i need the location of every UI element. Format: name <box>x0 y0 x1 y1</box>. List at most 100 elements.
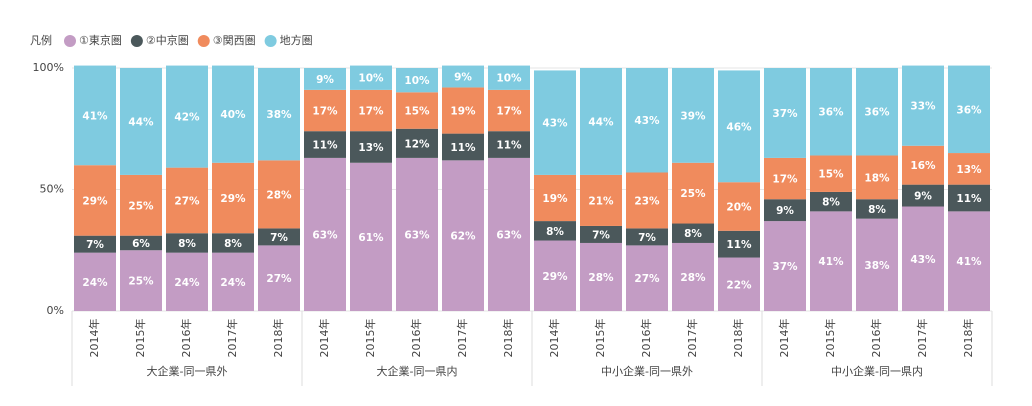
bar-segment <box>442 65 484 88</box>
bar-segment <box>120 174 162 236</box>
bar-segment <box>166 252 208 311</box>
bar-segment <box>304 89 346 132</box>
value-label: 10% <box>404 75 430 87</box>
value-label: 19% <box>542 193 568 205</box>
bar-segment <box>902 145 944 185</box>
bar-segment <box>902 65 944 146</box>
value-label: 41% <box>956 256 982 268</box>
value-label: 9% <box>316 74 334 86</box>
bar-segment <box>534 240 576 311</box>
bar-segment <box>672 223 714 243</box>
bar-segment <box>856 155 898 200</box>
bar-segment <box>718 70 760 183</box>
bar-segment <box>74 252 116 311</box>
bar-segment <box>74 65 116 166</box>
value-label: 41% <box>82 110 108 122</box>
value-label: 20% <box>726 202 752 214</box>
bar-segment <box>120 235 162 251</box>
value-label: 8% <box>684 228 702 240</box>
bar-segment <box>442 133 484 161</box>
bar-segment <box>442 160 484 311</box>
x-tick-label: 2018年 <box>731 319 745 358</box>
value-label: 25% <box>128 200 154 212</box>
value-label: 63% <box>312 229 338 241</box>
x-tick-label: 2017年 <box>455 319 469 358</box>
value-label: 63% <box>404 229 430 241</box>
y-tick-label: 0% <box>47 304 64 317</box>
bar-segment <box>166 233 208 253</box>
value-label: 44% <box>588 116 614 128</box>
value-label: 25% <box>680 188 706 200</box>
value-label: 46% <box>726 121 752 133</box>
bar-segment <box>764 68 806 158</box>
value-label: 43% <box>542 118 568 130</box>
value-label: 28% <box>680 272 706 284</box>
bar-segment <box>396 157 438 311</box>
bar-segment <box>718 182 760 231</box>
value-label: 15% <box>818 169 844 181</box>
bar-segment <box>166 167 208 234</box>
bar-segment <box>350 131 392 163</box>
value-label: 19% <box>450 106 476 118</box>
bar-segment <box>212 162 254 234</box>
value-label: 10% <box>358 73 384 85</box>
value-label: 24% <box>174 277 200 289</box>
x-tick-label: 2017年 <box>915 319 929 358</box>
x-tick-label: 2014年 <box>317 319 331 358</box>
bar-segment <box>718 257 760 311</box>
x-tick-label: 2017年 <box>685 319 699 358</box>
bar-segment <box>626 172 668 229</box>
x-tick-label: 2016年 <box>179 319 193 358</box>
bar-segment <box>764 221 806 311</box>
value-label: 38% <box>266 109 292 121</box>
bar-segment <box>948 65 990 154</box>
value-label: 28% <box>266 189 292 201</box>
bar-segment <box>718 230 760 258</box>
value-label: 27% <box>634 273 660 285</box>
x-tick-label: 2015年 <box>593 319 607 358</box>
value-label: 21% <box>588 195 614 207</box>
x-tick-label: 2016年 <box>639 319 653 358</box>
value-label: 9% <box>776 205 794 217</box>
legend-label: ①東京圏 <box>79 33 122 47</box>
value-label: 11% <box>956 193 982 205</box>
y-tick-label: 100% <box>33 61 64 74</box>
x-tick-label: 2018年 <box>501 319 515 358</box>
bar-segment <box>258 160 300 229</box>
value-label: 15% <box>404 106 430 118</box>
bar-segment <box>810 68 852 156</box>
bar-segment <box>350 89 392 132</box>
value-label: 7% <box>86 239 104 251</box>
value-label: 8% <box>178 238 196 250</box>
bar-segment <box>626 68 668 173</box>
bar-segment <box>304 157 346 311</box>
value-label: 7% <box>638 232 656 244</box>
value-label: 38% <box>864 260 890 272</box>
x-tick-label: 2014年 <box>547 319 561 358</box>
bar-segment <box>350 162 392 311</box>
bar-segment <box>212 233 254 253</box>
bar-segment <box>948 184 990 212</box>
legend-swatch <box>64 35 76 47</box>
bar-segment <box>948 153 990 185</box>
x-tick-label: 2016年 <box>409 319 423 358</box>
value-label: 62% <box>450 231 476 243</box>
bar-segment <box>534 221 576 241</box>
bar-segment <box>534 174 576 222</box>
y-tick-label: 50% <box>40 183 64 196</box>
bar-segment <box>120 250 162 311</box>
bar-segment <box>442 87 484 134</box>
group-label: 大企業-同一県外 <box>147 364 228 378</box>
value-label: 37% <box>772 108 798 120</box>
bar-segment <box>212 252 254 311</box>
bar-segment <box>856 199 898 219</box>
x-tick-label: 2014年 <box>777 319 791 358</box>
value-label: 9% <box>914 191 932 203</box>
x-tick-label: 2017年 <box>225 319 239 358</box>
bar-segment <box>488 89 530 132</box>
bar-segment <box>856 218 898 311</box>
bar-segment <box>74 235 116 253</box>
value-label: 7% <box>592 229 610 241</box>
bar-segment <box>626 228 668 246</box>
